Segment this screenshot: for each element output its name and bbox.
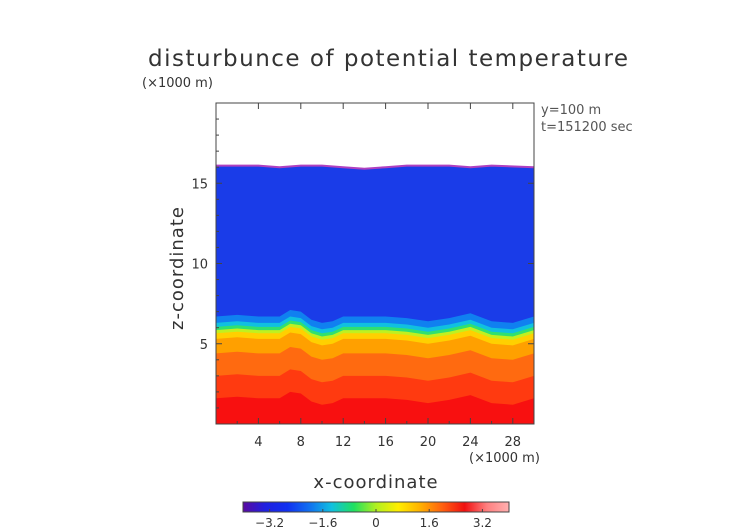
y-axis-unit: (×1000 m) xyxy=(142,76,213,91)
x-tick-label: 16 xyxy=(377,435,394,450)
x-tick-label: 8 xyxy=(297,435,305,450)
colorbar: −3.2 −1.6 0 1.6 3.2 xyxy=(242,501,510,530)
annotation-time: t=151200 sec xyxy=(541,120,633,135)
x-axis-label: x-coordinate xyxy=(313,472,438,493)
y-tick-label: 15 xyxy=(191,177,208,192)
x-tick-label: 28 xyxy=(505,435,522,450)
x-axis: 4 8 12 16 20 24 28 xyxy=(236,103,522,450)
colorbar-tick-label: −1.6 xyxy=(308,516,337,530)
field-top-edge xyxy=(216,164,534,170)
colorbar-tick-label: 3.2 xyxy=(473,516,492,530)
x-tick-label: 20 xyxy=(420,435,437,450)
y-axis: 5 10 15 xyxy=(191,118,534,409)
x-tick-label: 12 xyxy=(335,435,352,450)
colorbar-tick-label: 0 xyxy=(372,516,380,530)
y-tick-label: 5 xyxy=(200,338,208,353)
annotation-y-location: y=100 m xyxy=(541,103,602,118)
colorbar-tick-label: −3.2 xyxy=(255,516,284,530)
y-tick-label: 10 xyxy=(191,258,208,273)
x-axis-unit: (×1000 m) xyxy=(469,451,540,466)
chart-title: disturbunce of potential temperature xyxy=(148,46,630,72)
x-tick-label: 4 xyxy=(254,435,262,450)
x-tick-label: 24 xyxy=(462,435,479,450)
y-axis-label: z-coordinate xyxy=(167,206,188,330)
temperature-field xyxy=(216,164,534,424)
field-band-8 xyxy=(216,391,534,424)
colorbar-tick-label: 1.6 xyxy=(420,516,439,530)
